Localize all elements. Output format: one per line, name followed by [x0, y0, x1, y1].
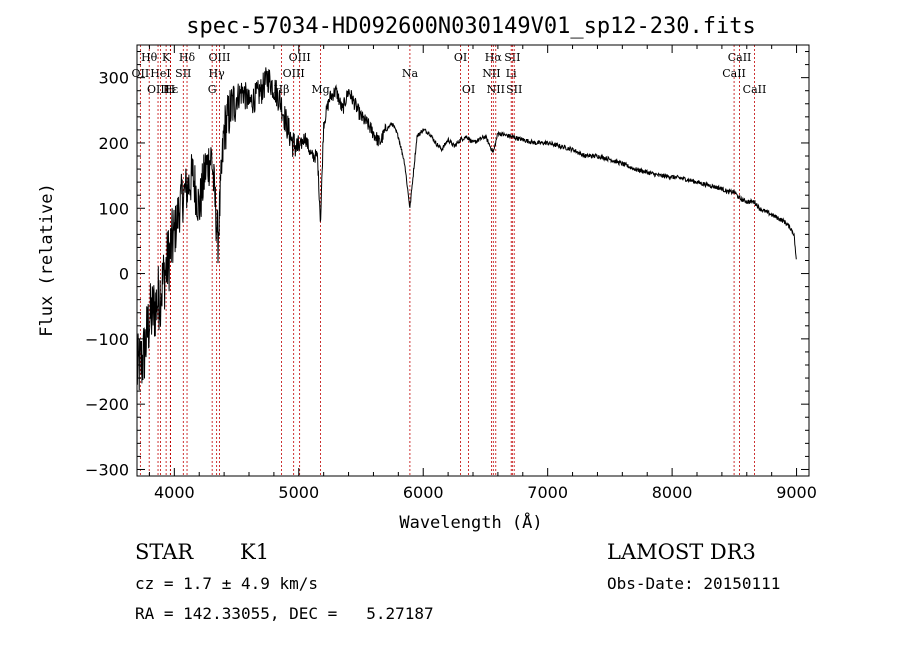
line-marker-label: NII [482, 67, 500, 80]
y-tick-label: −300 [85, 460, 129, 479]
y-tick-label: 300 [98, 69, 129, 88]
line-marker-label: Li [506, 67, 517, 80]
line-marker-label: Hδ [179, 51, 196, 64]
y-tick-label: −200 [85, 395, 129, 414]
survey-name: LAMOST DR3 [607, 540, 756, 564]
line-marker-label: CaII [743, 83, 767, 96]
line-marker-label: SII [175, 67, 191, 80]
line-marker-label: Mg [311, 83, 329, 96]
line-marker-label: OIII [289, 51, 311, 64]
flux-line [136, 67, 797, 391]
flux-series [136, 67, 797, 391]
line-marker-label: NII [487, 83, 505, 96]
obs-date: Obs-Date: 20150111 [607, 574, 781, 593]
line-marker-label: HeI [150, 67, 170, 80]
y-axis-label: Flux (relative) [37, 183, 57, 337]
line-marker-label: Hθ [141, 51, 158, 64]
spectrum-chart: spec-57034-HD092600N030149V01_sp12-230.f… [37, 14, 817, 533]
x-tick-label: 7000 [527, 483, 568, 502]
line-marker-label: G [208, 83, 217, 96]
y-tick-label: 0 [119, 265, 129, 284]
line-marker-label: SII [506, 83, 522, 96]
x-tick-label: 9000 [776, 483, 817, 502]
x-tick-label: 5000 [278, 483, 319, 502]
line-marker-label: CaII [728, 51, 752, 64]
line-marker-label: SII [504, 51, 520, 64]
line-marker-label: Hγ [209, 67, 226, 80]
line-marker-label: OI [454, 51, 467, 64]
object-subclass: K1 [240, 540, 270, 564]
line-marker-label: OIII [208, 51, 230, 64]
x-tick-label: 6000 [403, 483, 444, 502]
y-axis-ticks: −300 −200 −100 0 100 200 300 [85, 51, 809, 479]
y-tick-label: −100 [85, 330, 129, 349]
y-tick-label: 100 [98, 199, 129, 218]
x-tick-label: 8000 [652, 483, 693, 502]
x-tick-label: 4000 [154, 483, 195, 502]
line-marker-label: Hα [485, 51, 503, 64]
line-marker-label: OIII [147, 83, 169, 96]
y-tick-label: 200 [98, 134, 129, 153]
redshift-readout: cz = 1.7 ± 4.9 km/s [135, 574, 319, 593]
x-axis-ticks: 4000 5000 6000 7000 8000 9000 [148, 45, 817, 502]
plot-frame [136, 44, 810, 477]
line-marker-label: OIII [283, 67, 305, 80]
line-marker-label: OI [462, 83, 475, 96]
chart-title: spec-57034-HD092600N030149V01_sp12-230.f… [186, 14, 756, 39]
coordinates: RA = 142.33055, DEC = 5.27187 [135, 604, 434, 623]
line-marker-label: H [166, 83, 176, 96]
line-marker-label: K [162, 51, 171, 64]
line-marker-label: CaII [722, 67, 746, 80]
line-marker-label: OII [132, 67, 150, 80]
object-class: STAR [135, 540, 194, 564]
line-marker-label: Na [402, 67, 419, 80]
x-axis-label: Wavelength (Å) [399, 511, 542, 533]
